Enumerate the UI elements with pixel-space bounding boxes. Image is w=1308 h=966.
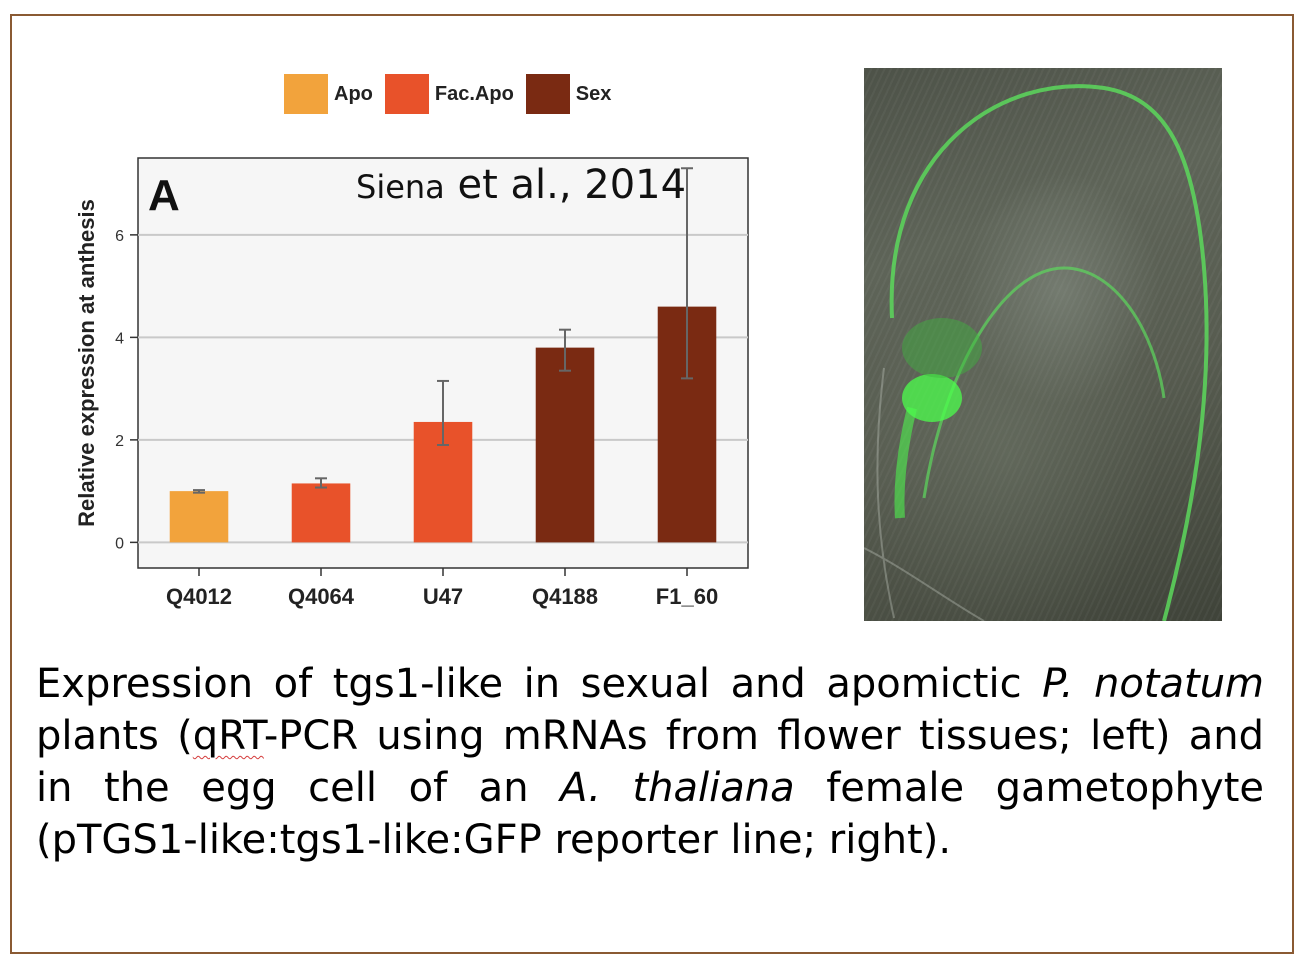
- y-tick-label: 6: [115, 228, 124, 245]
- bar-chart: 0 2 4 6 Q4012 Q4064 U47 Q4188 F1_60 A Relative exp…: [74, 157, 749, 609]
- citation: Siena et al., 2014: [356, 162, 686, 208]
- caption-species-2: A. thaliana: [560, 765, 795, 811]
- green-egg-apparatus: [902, 318, 982, 378]
- legend-swatch-apo: [284, 74, 328, 114]
- legend-label-sex: Sex: [575, 82, 612, 105]
- citation-author: Siena: [356, 168, 445, 206]
- slide-frame: [10, 14, 1294, 954]
- x-tick-label: U47: [423, 584, 463, 609]
- green-inner-integument: [922, 266, 1166, 499]
- legend-item-facapo: Fac.Apo: [384, 74, 514, 114]
- legend-swatch-facapo: [384, 74, 429, 114]
- bar-q4064: [291, 483, 351, 543]
- y-tick-label: 4: [115, 330, 124, 347]
- x-tick-label: F1_60: [656, 584, 718, 609]
- y-tick-label: 0: [115, 535, 124, 552]
- bar-q4188: [535, 347, 595, 543]
- y-tick-label: 2: [115, 433, 124, 450]
- legend-item-sex: Sex: [525, 74, 612, 114]
- grey-texture-lines: [864, 367, 985, 621]
- caption-text-3: -PCR using mRNAs from flower tissues; le…: [36, 713, 1264, 811]
- caption-qrt: qRT: [192, 713, 264, 759]
- x-tick-label: Q4188: [532, 584, 598, 609]
- caption-text-1: Expression of tgs1-like in sexual and ap…: [36, 661, 1043, 707]
- green-micropylar-tail: [894, 406, 917, 519]
- legend-swatch-sex: [525, 74, 570, 114]
- confocal-egg-cell-gfp-image: [864, 68, 1222, 621]
- bar-q4012: [169, 491, 229, 543]
- x-tick-label: Q4064: [288, 584, 355, 609]
- x-tick-label: Q4012: [166, 584, 232, 609]
- green-egg-cell: [902, 374, 962, 422]
- chart-legend: Apo Fac.Apo Sex: [284, 72, 623, 116]
- caption-text-2: plants (: [36, 713, 193, 759]
- y-axis-label: Relative expression at anthesis: [74, 199, 99, 527]
- legend-label-facapo: Fac.Apo: [434, 82, 514, 105]
- green-outer-integument: [889, 84, 1209, 621]
- legend-label-apo: Apo: [334, 82, 373, 105]
- figure-caption: Expression of tgs1-like in sexual and ap…: [36, 658, 1264, 866]
- legend-item-apo: Apo: [284, 74, 373, 114]
- citation-rest: et al., 2014: [457, 162, 687, 208]
- panel-label: A: [148, 171, 180, 220]
- micrograph-overlay: [864, 84, 1209, 621]
- caption-text-4: female gametophyte (pTGS1-like:tgs1-like…: [36, 765, 1264, 863]
- caption-species-1: P. notatum: [1042, 661, 1265, 707]
